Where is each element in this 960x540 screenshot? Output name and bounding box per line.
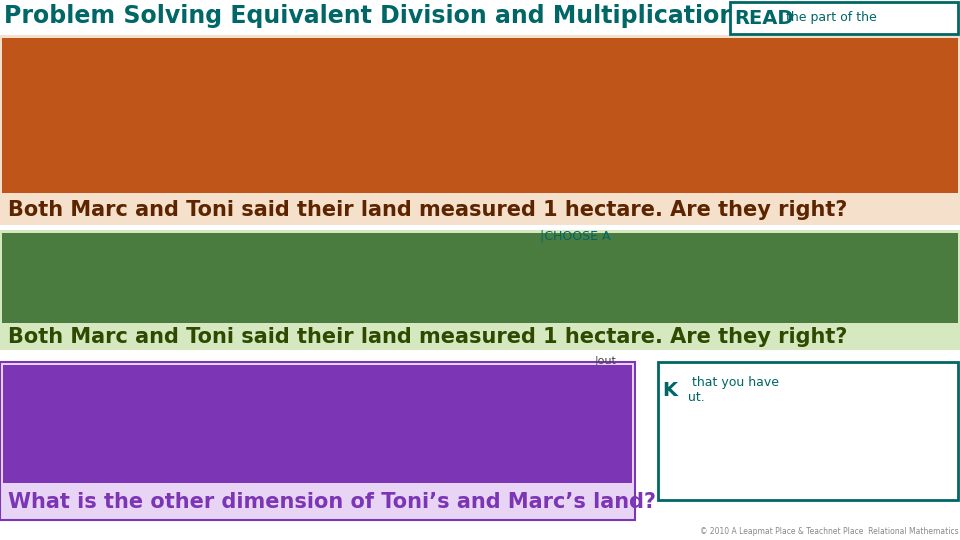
Text: the part of the: the part of the — [782, 11, 876, 24]
Text: that you have
ut.: that you have ut. — [688, 376, 779, 404]
Bar — [730, 2, 958, 34]
Text: Both Marc and Toni said their land measured 1 hectare. Are they right?: Both Marc and Toni said their land measu… — [8, 200, 848, 220]
Bar — [3, 365, 632, 483]
Text: Both Marc and Toni said their land measured 1 hectare. Are they right?: Both Marc and Toni said their land measu… — [8, 327, 848, 347]
Text: Problem Solving Equivalent Division and Multiplication: Problem Solving Equivalent Division and … — [4, 4, 736, 28]
Bar — [2, 233, 958, 323]
Bar — [0, 362, 635, 520]
Text: © 2010 A Leapmat Place & Teachnet Place  Relational Mathematics TP1405: © 2010 A Leapmat Place & Teachnet Place … — [700, 527, 960, 536]
Text: |out: |out — [595, 355, 617, 366]
Bar — [658, 362, 958, 500]
Bar — [0, 35, 960, 225]
Text: What is the other dimension of Toni’s and Marc’s land?: What is the other dimension of Toni’s an… — [8, 492, 656, 512]
Text: |CHOOSE A: |CHOOSE A — [540, 230, 611, 243]
Text: K: K — [662, 381, 677, 400]
Bar — [0, 230, 960, 350]
Text: READ: READ — [734, 9, 794, 28]
Bar — [2, 38, 958, 193]
